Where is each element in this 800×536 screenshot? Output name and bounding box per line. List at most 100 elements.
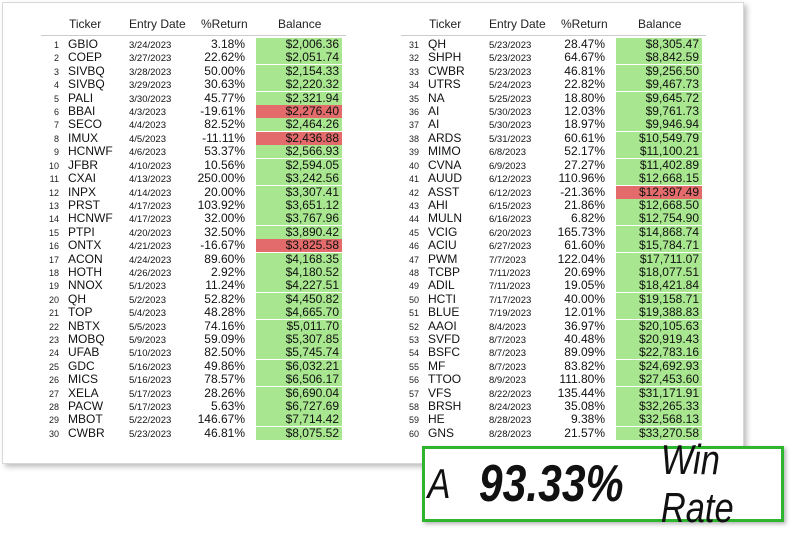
- entry-date: 5/10/2023: [129, 348, 172, 360]
- entry-date: 5/16/2023: [129, 361, 172, 373]
- ticker: PWM: [428, 251, 458, 266]
- row-number: 47: [408, 254, 419, 265]
- balance: $4,227.51: [256, 279, 342, 293]
- return: 122.04%: [557, 251, 605, 266]
- column-header: %Return: [201, 17, 248, 31]
- balance: $14,868.74: [616, 225, 702, 239]
- return: 11.24%: [205, 278, 245, 293]
- balance: $2,566.93: [256, 145, 342, 159]
- return: 18.97%: [564, 117, 605, 132]
- header-rule: [401, 35, 706, 36]
- entry-date: 4/10/2023: [129, 160, 172, 172]
- entry-date: 6/20/2023: [489, 227, 532, 239]
- ticker: CVNA: [428, 157, 462, 172]
- entry-date: 5/1/2023: [129, 281, 166, 293]
- balance: $3,767.96: [256, 212, 342, 226]
- balance: $12,754.90: [616, 212, 702, 226]
- balance: $8,842.59: [616, 51, 702, 65]
- entry-date: 5/30/2023: [489, 107, 532, 119]
- return: 89.09%: [564, 345, 605, 360]
- ticker: AI: [428, 104, 440, 119]
- row-number: 32: [408, 53, 419, 64]
- balance: $6,032.21: [256, 359, 342, 373]
- entry-date: 4/21/2023: [129, 241, 172, 253]
- ticker: BSFC: [428, 345, 461, 360]
- ticker: GNS: [428, 425, 455, 440]
- row-number: 29: [48, 415, 59, 426]
- ticker: HOTH: [68, 264, 102, 279]
- entry-date: 4/24/2023: [129, 254, 172, 266]
- return: 48.28%: [204, 305, 245, 320]
- balance: $11,100.21: [616, 145, 702, 159]
- balance: $4,665.70: [256, 306, 342, 320]
- table-card: Ticker Entry Date %Return Balance 1 GBIO 3/24/…: [2, 2, 744, 464]
- row-number: 7: [53, 120, 59, 131]
- entry-date: 5/23/2023: [489, 40, 532, 51]
- balance: $3,651.12: [256, 198, 342, 212]
- ticker: MBOT: [68, 412, 103, 427]
- ticker: UFAB: [68, 345, 100, 360]
- return: 12.01%: [564, 305, 605, 320]
- ticker: AI: [428, 117, 440, 132]
- ticker: TTOO: [428, 372, 462, 387]
- balance: $7,714.42: [256, 413, 342, 427]
- row-number: 11: [49, 174, 59, 185]
- entry-date: 8/28/2023: [489, 415, 532, 427]
- entry-date: 5/17/2023: [129, 402, 172, 414]
- row-number: 55: [408, 361, 419, 372]
- return: 74.16%: [204, 318, 245, 333]
- return: 32.00%: [204, 211, 245, 226]
- row-number: 42: [408, 187, 419, 198]
- return: 60.61%: [564, 130, 605, 145]
- entry-date: 5/16/2023: [129, 375, 172, 387]
- entry-date: 3/28/2023: [129, 66, 172, 78]
- balance: $12,668.50: [616, 198, 702, 212]
- ticker: IMUX: [68, 130, 98, 145]
- return: 52.82%: [204, 291, 245, 306]
- entry-date: 5/22/2023: [129, 415, 172, 427]
- ticker: PACW: [68, 399, 104, 414]
- balance: $2,006.36: [256, 38, 342, 51]
- row-number: 3: [53, 66, 59, 77]
- balance: $5,011.70: [256, 319, 342, 333]
- balance: $20,105.63: [616, 319, 702, 333]
- balance: $9,256.50: [616, 64, 702, 78]
- row-number: 40: [408, 160, 419, 171]
- entry-date: 4/4/2023: [129, 120, 166, 132]
- balance: $6,690.04: [256, 386, 342, 400]
- ticker: ACON: [68, 251, 103, 266]
- entry-date: 4/3/2023: [129, 107, 166, 119]
- entry-date: 5/17/2023: [129, 388, 172, 400]
- ticker: SIVBQ: [68, 63, 105, 78]
- row-number: 59: [408, 415, 419, 426]
- row-number: 56: [408, 375, 419, 386]
- row-number: 27: [48, 388, 59, 399]
- ticker: QH: [428, 37, 446, 51]
- column-header: Entry Date: [489, 17, 546, 31]
- balance: $2,594.05: [256, 158, 342, 172]
- return: 21.86%: [564, 197, 605, 212]
- entry-date: 6/16/2023: [489, 214, 532, 226]
- balance: $3,890.42: [256, 225, 342, 239]
- balance: $9,946.94: [616, 118, 702, 132]
- row-number: 2: [53, 53, 59, 64]
- return: 46.81%: [204, 425, 245, 440]
- return: 64.67%: [564, 50, 605, 65]
- ticker: CWBR: [68, 425, 105, 440]
- ticker: AUUD: [428, 171, 463, 186]
- entry-date: 8/9/2023: [489, 375, 526, 387]
- balance: $12,397.49: [616, 185, 702, 199]
- row-number: 46: [408, 241, 419, 252]
- row-number: 41: [408, 174, 419, 185]
- entry-date: 8/7/2023: [489, 348, 526, 360]
- balance: $18,077.51: [616, 265, 702, 279]
- balance: $4,168.35: [256, 252, 342, 266]
- ticker: HE: [428, 412, 445, 427]
- return: 89.60%: [204, 251, 245, 266]
- return: 22.82%: [564, 77, 605, 92]
- row-number: 54: [408, 348, 419, 359]
- return: 165.73%: [557, 224, 605, 239]
- column-header: Ticker: [69, 17, 102, 31]
- row-number: 12: [48, 187, 59, 198]
